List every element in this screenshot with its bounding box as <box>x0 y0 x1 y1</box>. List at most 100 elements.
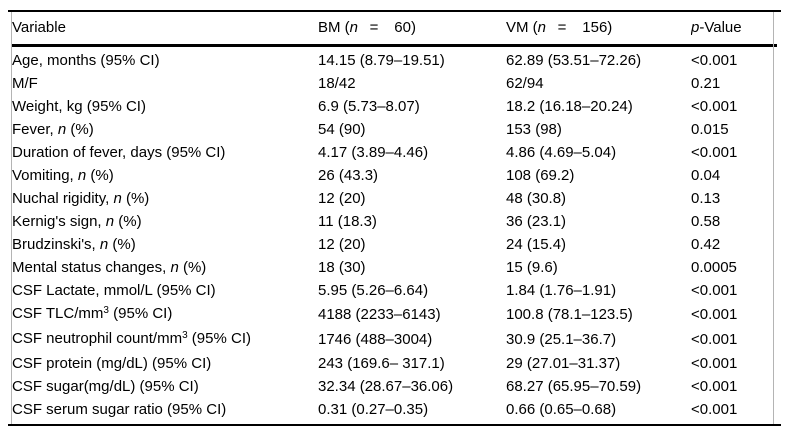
text-segment: 0.42 <box>691 236 721 253</box>
table-cell-p-value: 0.58 <box>691 210 777 233</box>
text-segment: <0.001 <box>691 52 738 69</box>
text-segment: 26 (43.3) <box>318 167 379 184</box>
table-cell-variable: Kernig's sign, n (%) <box>12 210 318 233</box>
table-cell-p-value: 0.42 <box>691 233 777 256</box>
text-segment: 0.13 <box>691 190 721 207</box>
table-cell-bm-group: 11 (18.3) <box>318 210 506 233</box>
text-segment: (%) <box>114 213 142 230</box>
text-segment: 30.9 (25.1–36.7) <box>506 331 617 348</box>
text-segment: CSF sugar(mg/dL) (95% CI) <box>12 378 199 395</box>
table-frame: Variable BM (n = 60) VM (n = 156) p-Value A… <box>8 10 781 426</box>
table-row: Age, months (95% CI) 14.15 (8.79–19.51) 62… <box>12 46 777 73</box>
text-segment: 0.31 (0.27–0.35) <box>318 401 429 418</box>
italic-text: n <box>77 167 87 184</box>
table-cell-variable: Mental status changes, n (%) <box>12 256 318 279</box>
text-segment: (%) <box>121 190 150 207</box>
text-segment: CSF neutrophil count/mm <box>12 330 183 347</box>
column-header-p-value: p-Value <box>691 12 777 47</box>
table-cell-vm-group: 153 (98) <box>506 118 691 141</box>
table-cell-bm-group: 0.31 (0.27–0.35) <box>318 398 506 424</box>
table-cell-p-value: <0.001 <box>691 398 777 424</box>
table-row: CSF sugar(mg/dL) (95% CI) 32.34 (28.67–36… <box>12 375 777 398</box>
table-cell-p-value: <0.001 <box>691 302 777 327</box>
text-segment: 18 (30) <box>318 259 366 276</box>
table-cell-vm-group: 18.2 (16.18–20.24) <box>506 95 691 118</box>
text-segment: 108 (69.2) <box>506 167 575 184</box>
table-cell-bm-group: 243 (169.6– 317.1) <box>318 352 506 375</box>
table-body: Age, months (95% CI) 14.15 (8.79–19.51) 62… <box>12 46 777 425</box>
table-row: Brudzinski's, n (%) 12 (20) 24 (15.4) 0.42 <box>12 233 777 256</box>
table-cell-vm-group: 108 (69.2) <box>506 164 691 187</box>
text-segment: Weight, kg (95% CI) <box>12 98 146 115</box>
table-cell-variable: Duration of fever, days (95% CI) <box>12 141 318 164</box>
text-segment: CSF TLC/mm <box>12 305 104 322</box>
header-row: Variable BM (n = 60) VM (n = 156) p-Value <box>12 12 777 47</box>
text-segment: 4.86 (4.69–5.04) <box>506 144 617 161</box>
text-segment: 12 (20) <box>318 236 366 253</box>
column-header-bm-group: BM (n = 60) <box>318 12 506 47</box>
italic-text: n <box>349 19 359 36</box>
table-cell-vm-group: 62/94 <box>506 72 691 95</box>
table-row: Kernig's sign, n (%) 11 (18.3) 36 (23.1) 0.… <box>12 210 777 233</box>
text-segment: 68.27 (65.95–70.59) <box>506 378 642 395</box>
table-cell-p-value: 0.21 <box>691 72 777 95</box>
text-segment: (95% CI) <box>187 330 251 347</box>
text-segment: <0.001 <box>691 282 738 299</box>
text-segment: BM ( <box>318 19 350 36</box>
text-segment: 48 (30.8) <box>506 190 567 207</box>
text-segment: 100.8 (78.1–123.5) <box>506 306 633 323</box>
table-cell-p-value: 0.04 <box>691 164 777 187</box>
table-row: M/F 18/42 62/94 0.21 <box>12 72 777 95</box>
table-cell-variable: CSF protein (mg/dL) (95% CI) <box>12 352 318 375</box>
column-header-variable: Variable <box>12 12 318 47</box>
text-segment: (95% CI) <box>108 305 173 322</box>
table-cell-vm-group: 4.86 (4.69–5.04) <box>506 141 691 164</box>
table-cell-bm-group: 18/42 <box>318 72 506 95</box>
table-cell-p-value: <0.001 <box>691 352 777 375</box>
table-cell-p-value: <0.001 <box>691 327 777 352</box>
table-cell-variable: Nuchal rigidity, n (%) <box>12 187 318 210</box>
text-segment: <0.001 <box>691 355 738 372</box>
text-segment: Kernig's sign, <box>12 213 106 230</box>
table-cell-variable: Fever, n (%) <box>12 118 318 141</box>
text-segment: 0.0005 <box>691 259 737 276</box>
superscript-text: 3 <box>182 330 188 341</box>
text-segment: 18.2 (16.18–20.24) <box>506 98 633 115</box>
text-segment: CSF protein (mg/dL) (95% CI) <box>12 355 212 372</box>
table-cell-variable: CSF neutrophil count/mm3 (95% CI) <box>12 327 318 352</box>
text-segment: <0.001 <box>691 144 738 161</box>
table-cell-variable: CSF serum sugar ratio (95% CI) <box>12 398 318 424</box>
text-segment: <0.001 <box>691 401 738 418</box>
text-segment: 5.95 (5.26–6.64) <box>318 282 429 299</box>
table-cell-bm-group: 4.17 (3.89–4.46) <box>318 141 506 164</box>
italic-text: n <box>105 213 115 230</box>
text-segment: -Value <box>699 19 742 36</box>
text-segment: Fever, <box>12 121 58 138</box>
text-segment: 24 (15.4) <box>506 236 567 253</box>
table-cell-bm-group: 26 (43.3) <box>318 164 506 187</box>
table-cell-vm-group: 68.27 (65.95–70.59) <box>506 375 691 398</box>
text-segment: M/F <box>12 75 38 92</box>
table-cell-bm-group: 18 (30) <box>318 256 506 279</box>
text-segment: Age, months (95% CI) <box>12 52 160 69</box>
text-segment: 62/94 <box>506 75 544 92</box>
table-cell-vm-group: 100.8 (78.1–123.5) <box>506 302 691 327</box>
text-segment: 12 (20) <box>318 190 366 207</box>
table-cell-variable: Age, months (95% CI) <box>12 46 318 73</box>
text-segment: Mental status changes, <box>12 259 171 276</box>
table-cell-bm-group: 1746 (488–3004) <box>318 327 506 352</box>
text-segment: <0.001 <box>691 306 738 323</box>
text-segment: 1.84 (1.76–1.91) <box>506 282 617 299</box>
text-segment: 6.9 (5.73–8.07) <box>318 98 420 115</box>
table-cell-bm-group: 54 (90) <box>318 118 506 141</box>
text-segment: 243 (169.6– 317.1) <box>318 355 445 372</box>
table-header: Variable BM (n = 60) VM (n = 156) p-Value <box>12 12 777 47</box>
table-cell-bm-group: 32.34 (28.67–36.06) <box>318 375 506 398</box>
table-cell-variable: CSF sugar(mg/dL) (95% CI) <box>12 375 318 398</box>
table-cell-p-value: 0.0005 <box>691 256 777 279</box>
table-cell-vm-group: 30.9 (25.1–36.7) <box>506 327 691 352</box>
column-header-vm-group: VM (n = 156) <box>506 12 691 47</box>
table-row: Fever, n (%) 54 (90) 153 (98) 0.015 <box>12 118 777 141</box>
table-cell-bm-group: 6.9 (5.73–8.07) <box>318 95 506 118</box>
